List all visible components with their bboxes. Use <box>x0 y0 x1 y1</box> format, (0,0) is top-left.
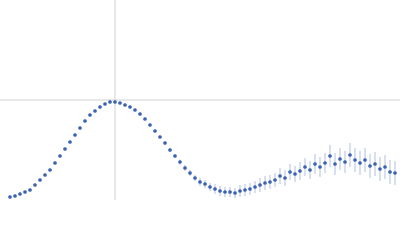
data-point <box>228 190 232 194</box>
data-point <box>8 195 12 199</box>
data-point <box>43 173 47 177</box>
data-point <box>18 192 22 196</box>
data-point <box>378 167 382 171</box>
data-point <box>208 185 212 189</box>
data-point <box>38 178 42 182</box>
data-point <box>113 100 117 104</box>
data-point <box>148 123 152 127</box>
data-point <box>213 187 217 191</box>
data-point <box>103 102 107 106</box>
data-point <box>118 101 122 105</box>
data-point <box>163 141 167 145</box>
data-point <box>313 162 317 166</box>
data-point <box>383 165 387 169</box>
data-point <box>143 117 147 121</box>
data-point <box>363 158 367 162</box>
data-point <box>263 181 267 185</box>
data-point <box>248 187 252 191</box>
data-point <box>393 171 397 175</box>
data-point <box>288 170 292 174</box>
data-point <box>298 169 302 173</box>
data-point <box>188 171 192 175</box>
data-point <box>158 135 162 139</box>
data-point <box>328 154 332 158</box>
data-point <box>193 176 197 180</box>
data-point <box>58 154 62 158</box>
data-point <box>93 109 97 113</box>
data-point <box>83 119 87 123</box>
data-point <box>48 168 52 172</box>
data-point <box>98 105 102 109</box>
data-point <box>73 133 77 137</box>
data-point <box>223 190 227 194</box>
data-point <box>293 172 297 176</box>
data-point <box>133 108 137 112</box>
data-point <box>123 103 127 107</box>
data-point <box>348 153 352 157</box>
data-point <box>108 100 112 104</box>
data-point <box>28 188 32 192</box>
data-point <box>203 182 207 186</box>
data-point <box>63 147 67 151</box>
data-point <box>243 188 247 192</box>
data-point <box>173 154 177 158</box>
data-point <box>233 191 237 195</box>
data-point <box>353 158 357 162</box>
data-point <box>153 129 157 133</box>
data-point <box>283 176 287 180</box>
data-point <box>278 174 282 178</box>
data-point <box>333 162 337 166</box>
data-point <box>358 161 362 165</box>
data-point <box>338 157 342 161</box>
data-point <box>198 180 202 184</box>
chart <box>0 0 400 200</box>
data-point <box>138 112 142 116</box>
data-point <box>218 189 222 193</box>
data-point <box>253 185 257 189</box>
data-point <box>53 161 57 165</box>
data-point <box>13 194 17 198</box>
data-point <box>258 183 262 187</box>
data-point <box>373 162 377 166</box>
data-point <box>33 183 37 187</box>
data-point <box>343 160 347 164</box>
data-point <box>68 140 72 144</box>
data-point <box>303 165 307 169</box>
data-point <box>183 166 187 170</box>
data-point <box>323 161 327 165</box>
data-point <box>78 126 82 130</box>
data-point <box>318 165 322 169</box>
data-point <box>308 168 312 172</box>
data-point <box>168 148 172 152</box>
data-point <box>268 180 272 184</box>
data-point <box>128 105 132 109</box>
data-point <box>23 190 27 194</box>
data-point <box>273 178 277 182</box>
data-point <box>88 113 92 117</box>
data-point <box>238 189 242 193</box>
data-point <box>368 164 372 168</box>
data-point <box>178 160 182 164</box>
data-point <box>388 170 392 174</box>
